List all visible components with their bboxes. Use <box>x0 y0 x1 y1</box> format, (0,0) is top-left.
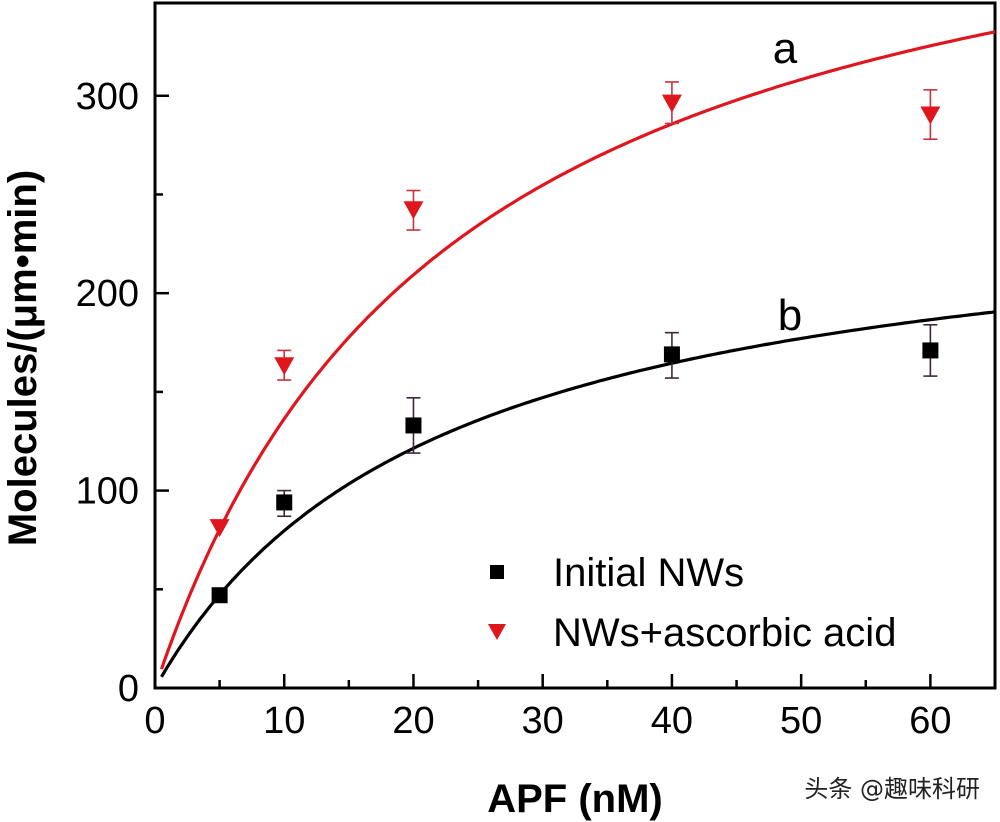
plot-frame <box>153 1 997 690</box>
data-point-triangle <box>661 94 682 113</box>
x-tick-label: 0 <box>144 700 165 742</box>
legend-item-initial-nws: Initial NWs <box>490 551 744 595</box>
x-tick-label: 10 <box>263 700 305 742</box>
legend-item-ascorbic-acid: NWs+ascorbic acid <box>488 611 896 655</box>
data-point-square <box>276 494 293 511</box>
curve-labels: ba <box>773 24 802 340</box>
data-point-triangle <box>209 519 230 538</box>
legend-label: Initial NWs <box>553 551 744 595</box>
data-point-triangle <box>920 106 941 125</box>
y-tick-label: 300 <box>76 76 139 118</box>
data-points <box>209 81 941 604</box>
fit-curve-initial-nws <box>160 310 996 678</box>
y-axis-title: Molecules/(μm•min) <box>1 170 45 546</box>
curve-label-b: b <box>778 291 802 340</box>
data-point-square <box>405 417 422 434</box>
x-axis-title: APF (nM) <box>487 777 663 821</box>
y-tick-label: 200 <box>76 273 139 315</box>
y-tick-label: 100 <box>76 471 139 513</box>
x-axis-ticks: 0 10 20 30 40 50 60 <box>144 674 952 742</box>
y-tick-label: 0 <box>118 668 139 710</box>
x-tick-label: 30 <box>522 700 564 742</box>
fit-curves <box>159 30 996 678</box>
x-tick-label: 60 <box>909 700 951 742</box>
data-point-triangle <box>274 357 295 376</box>
y-axis-ticks: 0 100 200 300 <box>76 76 169 710</box>
series-ascorbic-acid <box>209 81 941 538</box>
x-tick-label: 20 <box>392 700 434 742</box>
watermark: 头条 @趣味科研 <box>804 775 980 803</box>
legend-label: NWs+ascorbic acid <box>553 611 896 655</box>
legend: Initial NWs NWs+ascorbic acid <box>488 551 896 655</box>
curve-label-a: a <box>773 24 798 73</box>
data-point-triangle <box>403 201 424 220</box>
x-tick-label: 40 <box>651 700 693 742</box>
fit-curve-ascorbic-acid <box>159 30 996 670</box>
data-point-square <box>663 346 680 363</box>
x-tick-label: 50 <box>780 700 822 742</box>
data-point-square <box>211 587 228 604</box>
series-initial-nws <box>211 323 939 604</box>
legend-marker-triangle <box>488 624 506 640</box>
legend-marker-square <box>490 565 504 579</box>
plot-border <box>153 1 997 690</box>
data-point-square <box>922 342 939 359</box>
